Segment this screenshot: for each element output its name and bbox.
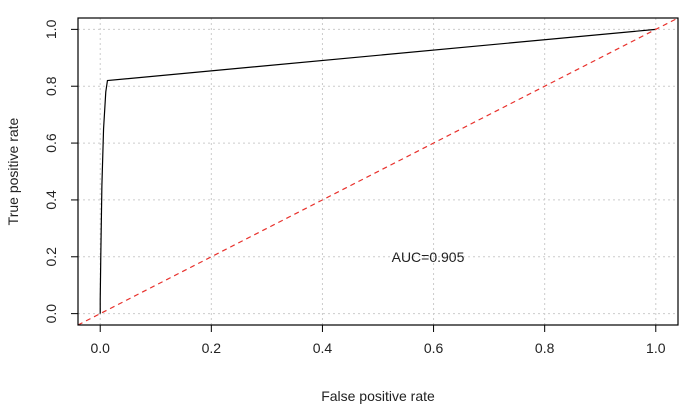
y-axis: 0.0 0.2 0.4 0.6 0.8 1.0 bbox=[43, 19, 78, 323]
x-tick-label: 0.8 bbox=[535, 340, 555, 356]
plot-frame bbox=[77, 17, 679, 326]
annotation-layer: AUC=0.905 bbox=[392, 249, 465, 265]
y-tick-label: 0.0 bbox=[43, 304, 59, 324]
grid-layer bbox=[78, 18, 678, 325]
x-tick-label: 0.0 bbox=[90, 340, 110, 356]
y-tick-label: 0.6 bbox=[43, 133, 59, 153]
x-tick-label: 0.4 bbox=[313, 340, 333, 356]
x-tick-label: 0.2 bbox=[202, 340, 222, 356]
auc-annotation: AUC=0.905 bbox=[392, 249, 465, 265]
x-tick-label: 1.0 bbox=[646, 340, 666, 356]
y-tick-label: 1.0 bbox=[43, 19, 59, 39]
y-tick-label: 0.4 bbox=[43, 190, 59, 210]
roc-curve-line bbox=[99, 28, 656, 314]
x-axis: 0.0 0.2 0.4 0.6 0.8 1.0 bbox=[90, 325, 666, 356]
x-axis-title: False positive rate bbox=[321, 388, 435, 404]
y-axis-title: True positive rate bbox=[5, 117, 21, 225]
y-tick-label: 0.8 bbox=[43, 76, 59, 96]
y-tick-label: 0.2 bbox=[43, 247, 59, 267]
diagonal-reference-line bbox=[77, 17, 679, 326]
series-layer bbox=[77, 17, 679, 326]
x-tick-label: 0.6 bbox=[424, 340, 444, 356]
